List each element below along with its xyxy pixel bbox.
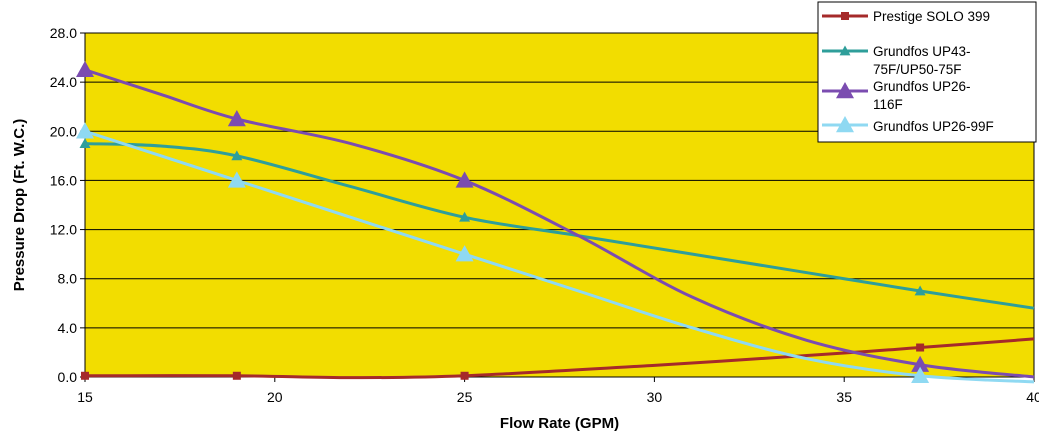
legend-box <box>817 1 1037 143</box>
legend-label: Grundfos UP26-99F <box>873 119 994 134</box>
series-line <box>85 68 1035 379</box>
y-tick-label: 24.0 <box>50 74 77 90</box>
legend-entry: Prestige SOLO 399 <box>822 9 990 24</box>
y-tick-label: 12.0 <box>50 222 77 238</box>
x-axis-ticks: 15 20 25 30 35 40 <box>77 377 1039 405</box>
data-point <box>455 171 474 188</box>
data-point <box>455 245 474 262</box>
x-tick-label: 20 <box>267 389 283 405</box>
x-tick-label: 40 <box>1026 389 1039 405</box>
data-point <box>79 138 91 148</box>
y-tick-label: 20.0 <box>50 123 77 139</box>
y-tick-label: 0.0 <box>58 369 78 385</box>
y-tick-label: 8.0 <box>58 271 78 287</box>
data-point <box>227 110 246 127</box>
legend-swatch-marker <box>836 116 854 133</box>
x-tick-label: 35 <box>836 389 852 405</box>
series-1 <box>79 138 1035 310</box>
data-point <box>914 285 926 296</box>
series-0 <box>81 337 1035 380</box>
y-axis-title: Pressure Drop (Ft. W.C.) <box>11 119 28 292</box>
data-point <box>227 171 246 188</box>
data-point <box>232 371 241 380</box>
data-point <box>76 60 94 78</box>
legend-swatch-marker <box>841 12 849 20</box>
legend: Prestige SOLO 399 Grundfos UP43- 75F/UP50-… <box>817 1 1037 143</box>
data-point <box>911 366 930 383</box>
y-axis-ticks: 0.0 4.0 8.0 12.0 16.0 20.0 24.0 28.0 <box>50 25 85 385</box>
series-3 <box>76 122 1035 384</box>
plot-border <box>84 32 1035 378</box>
series-line <box>85 129 1035 384</box>
legend-label: 116F <box>873 97 903 112</box>
legend-entry: Grundfos UP43- 75F/UP50-75F <box>822 44 971 77</box>
data-point <box>459 211 471 222</box>
data-point <box>76 122 94 139</box>
legend-label: 75F/UP50-75F <box>873 62 962 77</box>
data-point <box>231 150 243 161</box>
y-tick-label: 16.0 <box>50 172 77 188</box>
legend-swatch-marker <box>839 45 851 56</box>
y-tick-label: 4.0 <box>58 320 78 336</box>
data-point <box>460 371 469 380</box>
legend-swatch-marker <box>836 82 854 99</box>
x-tick-label: 30 <box>647 389 663 405</box>
data-point <box>911 355 930 372</box>
legend-label: Grundfos UP43- <box>873 44 971 59</box>
data-point <box>81 371 89 380</box>
legend-label: Prestige SOLO 399 <box>873 9 990 24</box>
legend-entry: Grundfos UP26-99F <box>822 116 994 134</box>
legend-label: Grundfos UP26- <box>873 79 971 94</box>
series-lines <box>76 60 1035 384</box>
x-axis-title: Flow Rate (GPM) <box>500 415 619 432</box>
x-tick-label: 15 <box>77 389 93 405</box>
y-tick-label: 28.0 <box>50 25 77 41</box>
series-2 <box>76 60 1035 379</box>
legend-entry: Grundfos UP26- 116F <box>822 79 971 112</box>
data-point <box>916 343 925 352</box>
x-tick-label: 25 <box>457 389 473 405</box>
series-line <box>85 142 1035 310</box>
